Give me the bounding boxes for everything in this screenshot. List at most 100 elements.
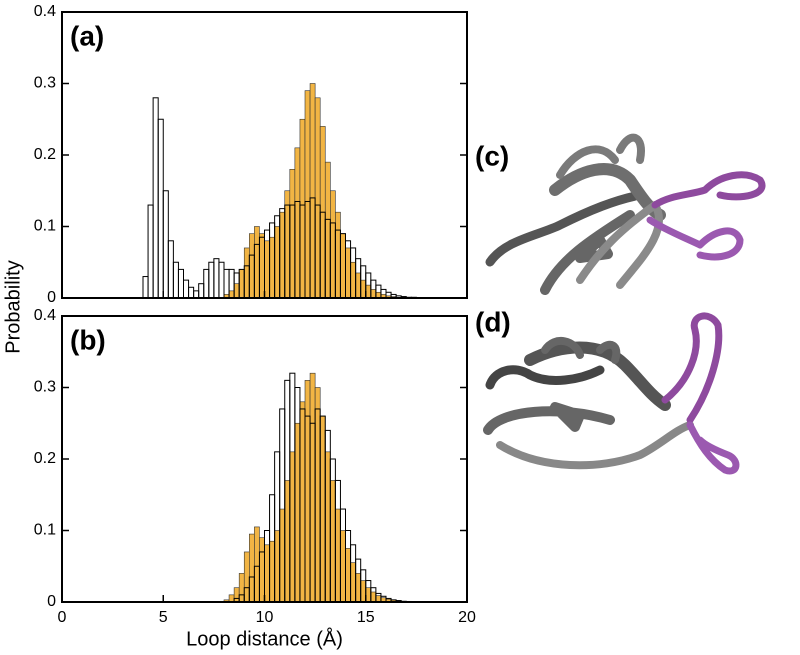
bar: [299, 408, 306, 603]
bar: [183, 279, 190, 299]
bar: [157, 118, 164, 299]
bar: [334, 479, 341, 603]
x-axis-label: Loop distance (Å): [186, 627, 343, 650]
bar: [299, 204, 306, 299]
x-tick-label: 15: [357, 609, 375, 626]
bar: [269, 494, 276, 603]
bar: [329, 458, 336, 603]
bar: [172, 261, 179, 299]
bar: [289, 372, 296, 603]
bar: [350, 247, 357, 299]
bar: [258, 236, 265, 299]
bar: [264, 530, 271, 603]
bar: [350, 544, 357, 603]
bar: [147, 204, 154, 299]
bar: [370, 587, 377, 603]
y-tick-label: 0.4: [34, 307, 56, 324]
bar: [294, 387, 301, 603]
bar: [248, 254, 255, 299]
bar: [274, 451, 281, 603]
bar: [279, 208, 286, 299]
bar: [314, 408, 321, 603]
bar: [213, 258, 220, 299]
bar: [375, 592, 382, 603]
image-label: (d): [475, 306, 511, 337]
protein-d: [483, 312, 740, 475]
panel: 0 0.1 0.2 0.3 0.4 (a) Probability: [2, 3, 468, 354]
bar: [253, 565, 260, 603]
bar: [228, 594, 235, 603]
bar: [248, 576, 255, 603]
bar: [355, 258, 362, 299]
bar: [167, 240, 174, 299]
y-tick-label: 0: [47, 289, 56, 306]
bar: [238, 268, 245, 299]
y-tick-label: 0: [47, 593, 56, 610]
bar: [294, 200, 301, 299]
bar: [264, 229, 271, 299]
y-tick-label: 0.2: [34, 450, 56, 467]
bar: [258, 551, 265, 603]
bar: [162, 190, 169, 299]
y-tick-label: 0.2: [34, 146, 56, 163]
bar: [142, 276, 149, 299]
bar: [193, 290, 200, 299]
bar: [304, 415, 311, 603]
bar: [243, 265, 250, 299]
bar: [284, 379, 291, 603]
x-tick-label: 20: [458, 609, 476, 626]
bar: [319, 415, 326, 603]
bar: [334, 229, 341, 299]
bar: [324, 218, 331, 299]
bar: [309, 197, 316, 299]
bar: [309, 422, 316, 603]
y-tick-label: 0.1: [34, 522, 56, 539]
bar: [345, 530, 352, 603]
bar: [188, 286, 195, 299]
panel-label: (b): [70, 324, 106, 355]
bar: [324, 429, 331, 603]
bar: [208, 261, 215, 299]
bar: [329, 222, 336, 299]
bar: [360, 265, 367, 299]
bar: [339, 508, 346, 603]
bar: [355, 558, 362, 603]
bar: [177, 268, 184, 299]
bar: [304, 200, 311, 299]
panel-label: (a): [70, 20, 104, 51]
bar: [360, 569, 367, 603]
x-tick-label: 10: [256, 609, 274, 626]
x-tick-label: 0: [58, 609, 67, 626]
bar: [274, 215, 281, 299]
bar: [314, 204, 321, 299]
y-tick-label: 0.3: [34, 75, 56, 92]
image-label: (c): [475, 140, 509, 171]
bar: [339, 233, 346, 299]
bar: [198, 283, 205, 299]
y-tick-label: 0.3: [34, 379, 56, 396]
bar: [370, 279, 377, 299]
bar: [238, 594, 245, 603]
y-tick-label: 0.1: [34, 218, 56, 235]
bar: [223, 268, 230, 299]
bar: [218, 261, 225, 299]
bar: [380, 288, 387, 299]
bar: [284, 204, 291, 299]
bar: [365, 580, 372, 603]
bar: [319, 211, 326, 299]
protein-c: [485, 133, 766, 295]
bar: [203, 268, 210, 299]
bar: [152, 97, 159, 299]
bar: [345, 240, 352, 299]
bar: [233, 272, 240, 299]
bar: [253, 243, 260, 299]
y-tick-label: 0.4: [34, 3, 56, 20]
bar: [243, 587, 250, 603]
x-tick-label: 5: [159, 609, 168, 626]
y-axis-label: Probability: [2, 260, 24, 353]
panel: 0 0.1 0.2 0.3 0.4 0 5 10 15 20 (b) Loop distance (Å…: [34, 307, 476, 650]
bar: [228, 268, 235, 299]
bar: [279, 408, 286, 603]
bar: [365, 272, 372, 299]
